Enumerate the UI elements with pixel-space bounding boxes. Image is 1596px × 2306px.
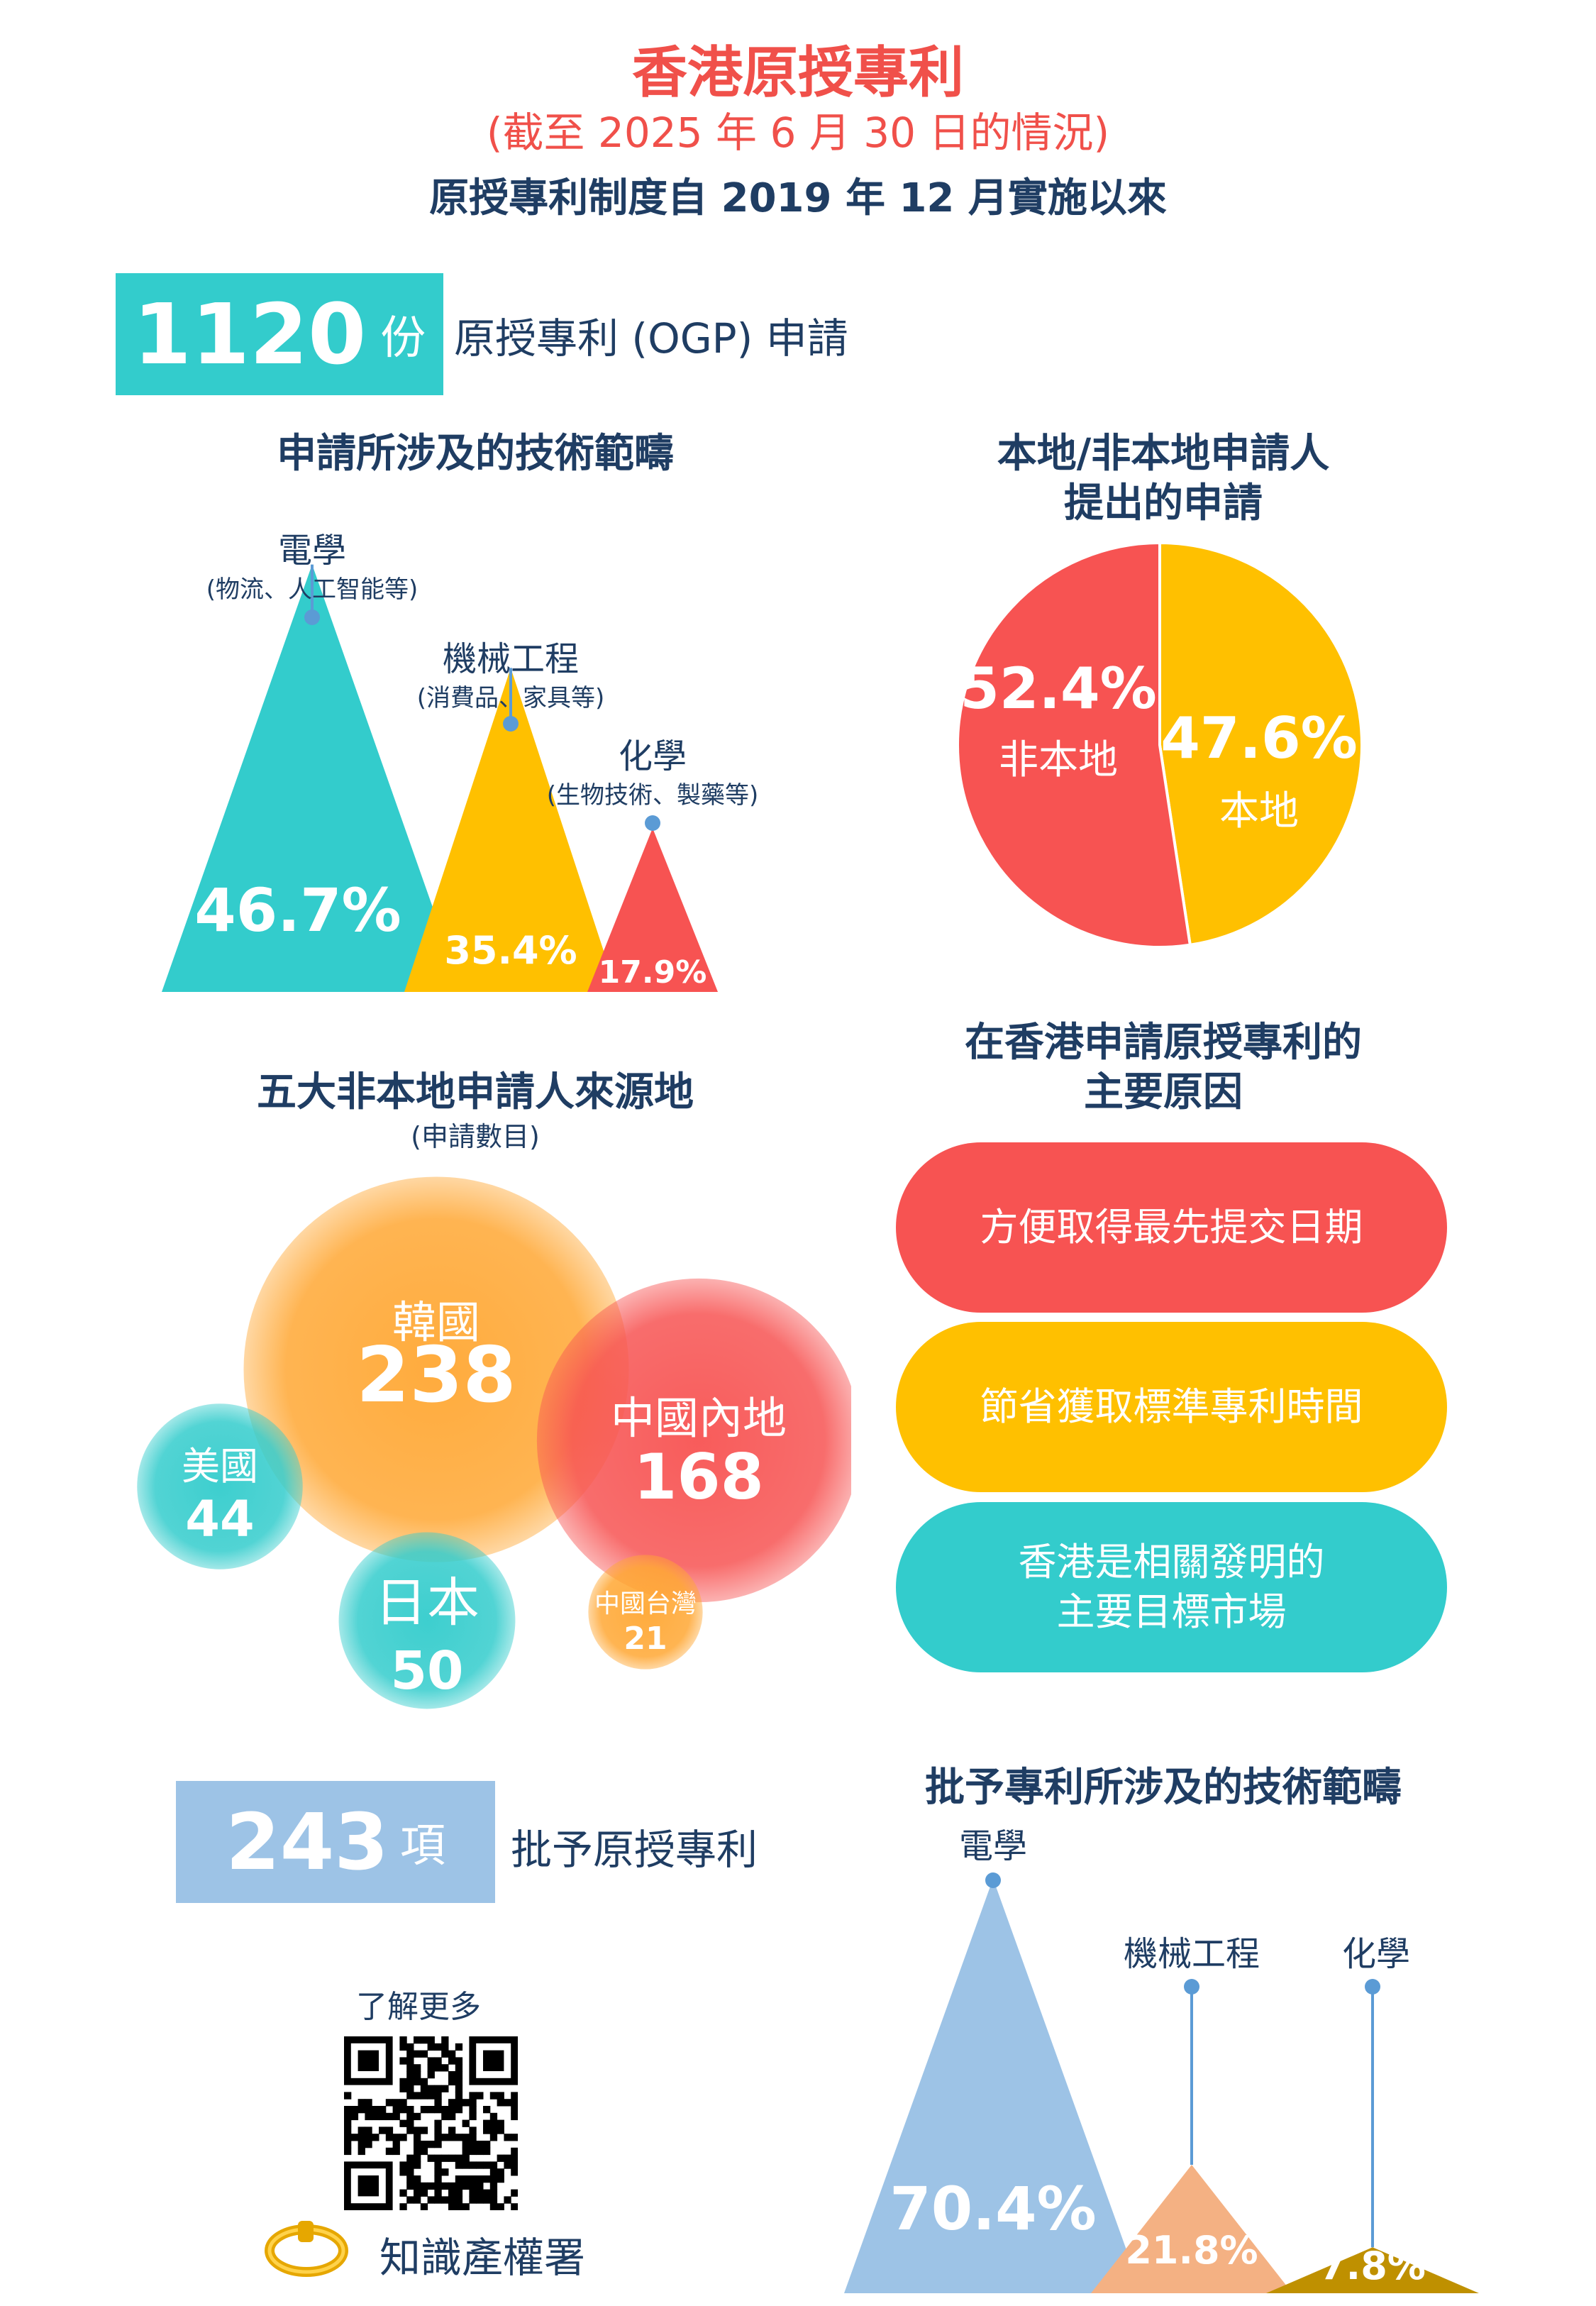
tech-category-name: 化學 — [619, 737, 687, 776]
reason-3-line1: 香港是相關發明的 — [1018, 1539, 1325, 1584]
reasons-heading-line1: 在香港申請原授專利的 — [965, 1020, 1362, 1066]
qr-code-icon[interactable] — [344, 2036, 518, 2210]
grants-unit: 項 — [399, 1820, 445, 1872]
source-bubble — [536, 1278, 851, 1603]
tech-value-label: 46.7% — [194, 876, 401, 945]
tech-category-note: (物流、人工智能等) — [206, 575, 419, 604]
pin-dot — [1365, 1979, 1380, 1995]
source-value: 50 — [391, 1640, 464, 1701]
reason-1-line1: 方便取得最先提交日期 — [980, 1204, 1363, 1249]
pin-dot — [1184, 1979, 1199, 1995]
source-name: 美國 — [182, 1444, 258, 1489]
intro-heading: 原授專利制度自 2019 年 12 月實施以來 — [429, 175, 1167, 221]
pie-label-local-value: 47.6% — [1160, 705, 1358, 771]
learn-more-label: 了解更多 — [356, 1989, 481, 2025]
page-subtitle: (截至 2025 年 6 月 30 日的情況) — [486, 109, 1110, 157]
tech-value-label: 17.9% — [599, 954, 707, 991]
reason-3-line2: 主要目標市場 — [1056, 1589, 1287, 1634]
source-name: 日本 — [375, 1572, 480, 1633]
sources-heading: 五大非本地申請人來源地 — [257, 1069, 694, 1115]
reason-2-line1: 節省獲取標準專利時間 — [980, 1384, 1363, 1429]
tech-triangle — [162, 564, 462, 992]
applicant-heading-line2: 提出的申請 — [1064, 480, 1263, 526]
applications-number: 1120 — [133, 285, 367, 383]
page-title: 香港原授專利 — [631, 41, 964, 105]
source-name: 韓國 — [392, 1296, 480, 1348]
source-bubble — [588, 1555, 703, 1670]
applications-unit: 份 — [380, 312, 426, 365]
tech-value-label: 35.4% — [444, 928, 577, 973]
reasons-heading-line2: 主要原因 — [1084, 1069, 1243, 1115]
grants-stat-box: 243 項 — [176, 1781, 495, 1903]
tech-category-note: (生物技術、製藥等) — [547, 781, 759, 810]
tech-category-name: 電學 — [278, 531, 346, 570]
granted-category-name: 電學 — [959, 1826, 1027, 1866]
pie-slice-nonlocal — [956, 541, 1192, 949]
source-value: 44 — [185, 1490, 254, 1548]
applications-stat-box: 1120 份 — [116, 273, 443, 395]
pin-dot — [503, 716, 519, 732]
reason-pill-1: 方便取得最先提交日期 — [896, 1142, 1447, 1313]
pin-dot — [645, 815, 660, 831]
applications-label: 原授專利 (OGP) 申請 — [454, 314, 848, 363]
pie-label-nonlocal-name: 非本地 — [999, 737, 1118, 783]
source-name: 中國內地 — [611, 1392, 787, 1444]
source-bubble — [137, 1403, 303, 1569]
applicant-pie-chart: 52.4% 非本地 47.6% 本地 — [956, 541, 1364, 949]
pin-dot — [304, 609, 320, 625]
granted-tech-triangles: 電學 70.4% 機械工程 21.8% 化學 7.8% — [844, 1826, 1479, 2293]
ring-logo-icon — [265, 2221, 348, 2277]
granted-triangle — [844, 1878, 1142, 2293]
sources-note: (申請數目) — [411, 1121, 540, 1152]
source-value: 168 — [633, 1440, 764, 1513]
granted-tech-heading: 批予專利所涉及的技術範疇 — [925, 1765, 1402, 1811]
granted-triangle — [1091, 2165, 1292, 2293]
grants-label: 批予原授專利 — [511, 1826, 758, 1874]
granted-value-label: 70.4% — [890, 2174, 1096, 2244]
tech-fields-heading: 申請所涉及的技術範疇 — [277, 431, 674, 477]
pie-slices: 52.4% 非本地 47.6% 本地 — [956, 541, 1364, 949]
applicant-heading-line1: 本地/非本地申請人 — [997, 431, 1330, 477]
reason-pill-3: 香港是相關發明的 主要目標市場 — [896, 1502, 1447, 1672]
source-value: 21 — [624, 1621, 667, 1657]
source-value: 238 — [356, 1331, 516, 1420]
source-bubble — [243, 1176, 629, 1562]
granted-value-label: 21.8% — [1125, 2228, 1258, 2273]
tech-category-note: (消費品、家具等) — [417, 684, 605, 712]
pie-label-nonlocal-value: 52.4% — [960, 656, 1157, 722]
granted-category-name: 化學 — [1342, 1934, 1410, 1974]
tech-triangle — [587, 828, 718, 992]
tech-category-name: 機械工程 — [443, 639, 579, 679]
granted-value-label: 7.8% — [1319, 2244, 1426, 2288]
source-name: 中國台灣 — [594, 1589, 697, 1618]
source-bubble — [338, 1532, 516, 1709]
pie-label-local-name: 本地 — [1219, 788, 1299, 834]
org-name: 知識產權署 — [379, 2234, 586, 2282]
tech-triangle — [404, 668, 617, 992]
granted-category-name: 機械工程 — [1124, 1934, 1260, 1974]
pie-slice-local — [1158, 541, 1364, 947]
granted-triangle — [1266, 2247, 1479, 2293]
reason-pill-2: 節省獲取標準專利時間 — [896, 1322, 1447, 1492]
applications-tech-triangles: 電學 (物流、人工智能等) 46.7% 機械工程 (消費品、家具等) 35.4% 化學 (生物… — [162, 531, 758, 992]
pin-dot — [985, 1872, 1001, 1888]
grants-number: 243 — [226, 1797, 389, 1887]
